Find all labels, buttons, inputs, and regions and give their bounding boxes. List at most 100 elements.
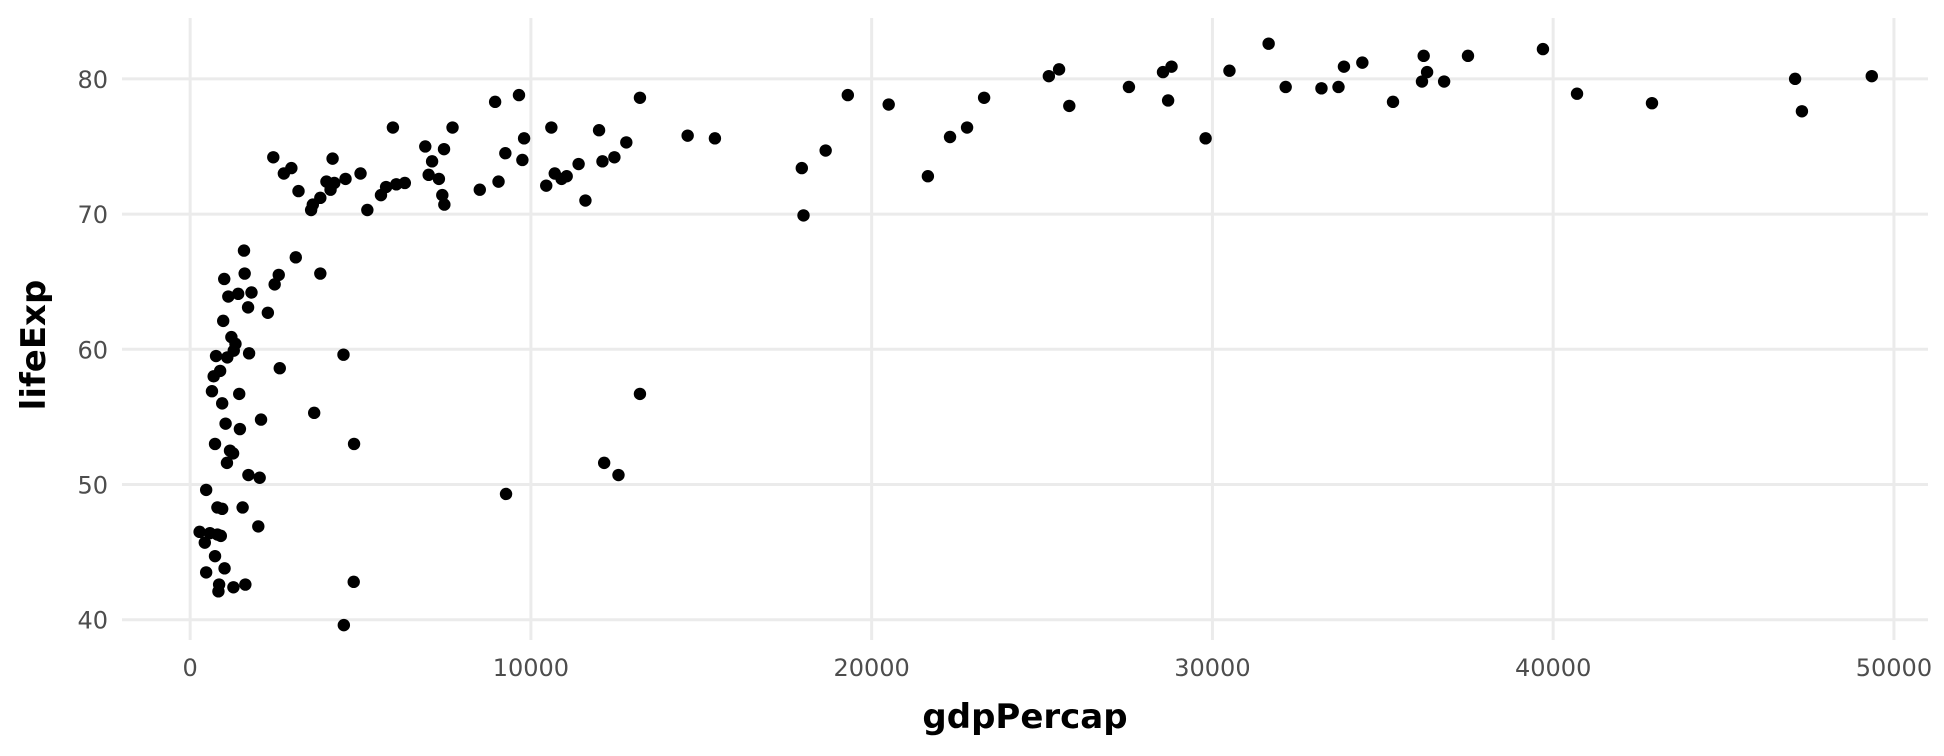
x-tick-label: 40000: [1515, 654, 1591, 682]
data-point: [633, 387, 647, 401]
data-point: [882, 98, 895, 111]
data-point: [386, 121, 400, 134]
data-point: [1122, 80, 1136, 94]
data-point: [488, 95, 502, 109]
data-point: [1052, 63, 1066, 76]
data-point: [1332, 80, 1345, 94]
y-tick-label: 50: [77, 472, 108, 500]
data-point: [268, 278, 281, 291]
data-point: [1417, 49, 1430, 63]
data-point: [1279, 80, 1292, 94]
data-point: [1795, 105, 1809, 118]
data-point: [285, 161, 298, 175]
data-point: [215, 397, 229, 410]
data-point: [797, 209, 810, 222]
data-point: [841, 88, 855, 102]
data-point: [209, 349, 223, 363]
data-point: [217, 314, 230, 328]
data-point: [337, 348, 350, 361]
data-point: [219, 417, 232, 430]
x-tick-label: 10000: [493, 654, 569, 682]
data-point: [199, 483, 213, 497]
data-point: [1570, 87, 1584, 100]
y-tick-label: 80: [77, 66, 108, 94]
data-point: [579, 194, 592, 207]
x-tick-label: 20000: [833, 654, 909, 682]
data-point: [241, 301, 255, 314]
x-tick-label: 30000: [1174, 654, 1250, 682]
data-point: [242, 468, 255, 482]
data-point: [540, 179, 553, 192]
data-point: [492, 175, 505, 188]
data-point: [473, 183, 486, 196]
data-point: [379, 180, 393, 194]
data-point: [220, 456, 234, 470]
data-point: [222, 290, 235, 303]
data-point: [218, 272, 231, 286]
data-point: [1063, 99, 1076, 113]
data-point: [314, 267, 327, 280]
data-point: [205, 385, 219, 398]
data-point: [212, 578, 226, 591]
data-point: [238, 267, 251, 280]
data-point: [516, 153, 529, 167]
data-point: [242, 347, 256, 360]
data-point: [354, 167, 367, 180]
data-point: [1415, 75, 1429, 88]
data-point: [1337, 60, 1351, 73]
data-point: [214, 529, 228, 543]
data-point: [226, 447, 240, 460]
y-tick-label: 70: [77, 201, 108, 229]
data-point: [218, 562, 231, 575]
data-point: [253, 471, 266, 484]
data-point: [560, 170, 573, 183]
data-point: [425, 155, 439, 168]
data-point: [347, 575, 360, 589]
data-point: [213, 364, 227, 378]
data-point: [229, 337, 242, 351]
x-tick-label: 50000: [1856, 654, 1932, 682]
data-point: [921, 170, 935, 183]
data-point: [1865, 69, 1878, 83]
data-point: [337, 618, 351, 632]
data-point: [326, 152, 339, 165]
data-point: [572, 157, 585, 171]
data-point: [708, 132, 722, 145]
data-point: [289, 251, 302, 264]
data-point: [499, 487, 513, 501]
data-point: [339, 172, 352, 186]
data-point: [681, 129, 694, 142]
scatter-points: [193, 37, 1878, 632]
grid-lines: [122, 18, 1928, 640]
data-point: [398, 176, 412, 190]
data-point: [499, 147, 512, 160]
data-point: [261, 306, 275, 319]
data-point: [1356, 56, 1369, 69]
data-point: [446, 121, 459, 134]
x-axis-title: gdpPercap: [922, 697, 1127, 737]
data-point: [1645, 96, 1659, 110]
data-point: [1223, 64, 1236, 77]
data-point: [608, 151, 621, 164]
data-point: [193, 525, 206, 539]
data-point: [1042, 69, 1056, 83]
data-point: [254, 413, 268, 426]
data-point: [795, 161, 809, 175]
data-point: [943, 130, 957, 144]
data-point: [1536, 42, 1550, 56]
data-point: [1199, 132, 1212, 145]
data-point: [307, 406, 321, 420]
data-point: [1161, 94, 1175, 107]
data-point: [436, 188, 449, 202]
data-point: [314, 191, 327, 205]
data-point: [620, 136, 633, 149]
data-point: [960, 121, 974, 134]
data-point: [422, 168, 435, 182]
data-point: [597, 456, 611, 470]
data-point: [1420, 65, 1434, 79]
data-point: [1788, 72, 1802, 86]
data-point: [361, 203, 374, 217]
y-axis-title: lifeExp: [14, 280, 54, 411]
data-point: [252, 520, 265, 533]
